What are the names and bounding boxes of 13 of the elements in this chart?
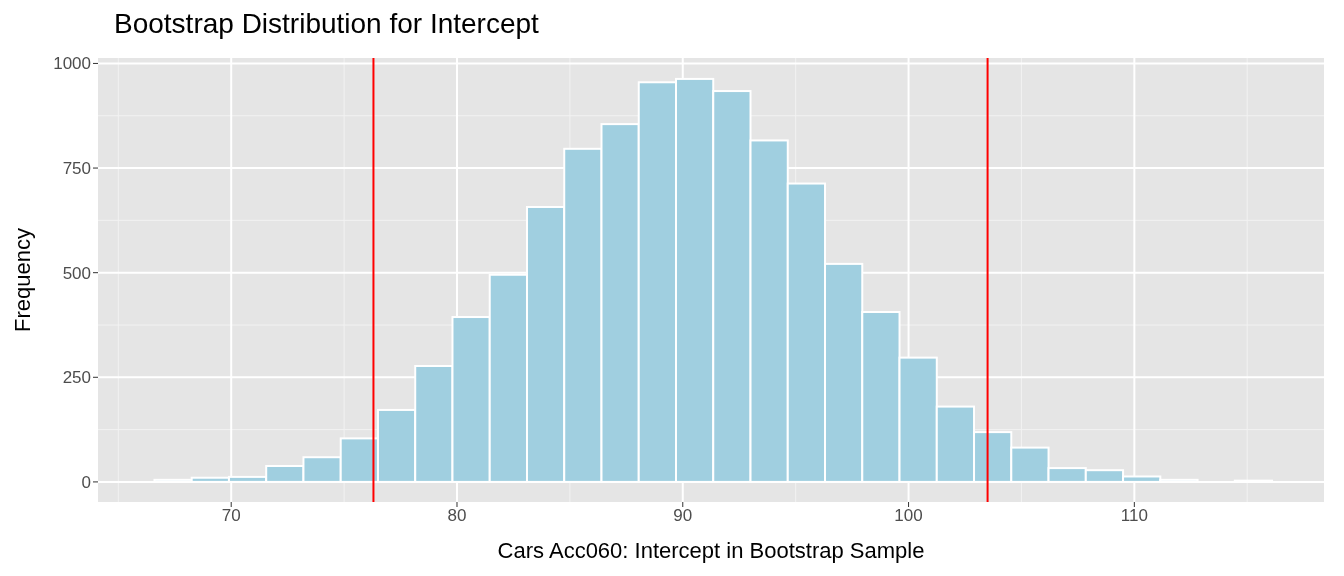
y-tick-label: 750 (62, 159, 91, 179)
y-tick-label: 1000 (53, 54, 91, 74)
y-tick-label: 500 (62, 263, 91, 283)
x-tick-label: 90 (673, 506, 693, 526)
chart-title: Bootstrap Distribution for Intercept (114, 8, 540, 41)
y-tick-label: 250 (62, 368, 91, 388)
x-tick-label: 110 (1120, 506, 1148, 526)
y-tick-label: 0 (81, 472, 91, 492)
x-axis-title: Cars Acc060: Intercept in Bootstrap Sample (497, 538, 925, 563)
x-tick-label: 100 (894, 506, 923, 526)
x-tick-label: 80 (447, 506, 467, 526)
y-axis-title: Frequency (9, 228, 35, 332)
x-tick-label: 70 (221, 506, 241, 526)
